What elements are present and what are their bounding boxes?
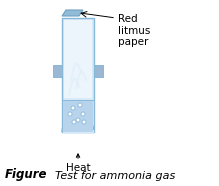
Bar	[62, 130, 94, 134]
Circle shape	[81, 112, 85, 116]
Polygon shape	[62, 10, 83, 16]
Circle shape	[82, 120, 86, 124]
Wedge shape	[62, 116, 94, 132]
Bar	[53, 65, 62, 77]
Text: Red
litmus
paper: Red litmus paper	[118, 14, 150, 47]
Circle shape	[78, 103, 82, 107]
Text: Test for ammonia gas: Test for ammonia gas	[55, 171, 175, 181]
Text: Heat: Heat	[66, 163, 90, 173]
Text: Figure: Figure	[5, 168, 48, 181]
Circle shape	[68, 112, 72, 116]
Circle shape	[76, 118, 80, 122]
Circle shape	[71, 106, 75, 110]
Circle shape	[72, 120, 76, 124]
Wedge shape	[63, 117, 93, 132]
Bar	[64, 20, 92, 98]
Bar	[94, 65, 103, 77]
Bar	[63, 100, 93, 132]
Bar	[62, 18, 94, 132]
